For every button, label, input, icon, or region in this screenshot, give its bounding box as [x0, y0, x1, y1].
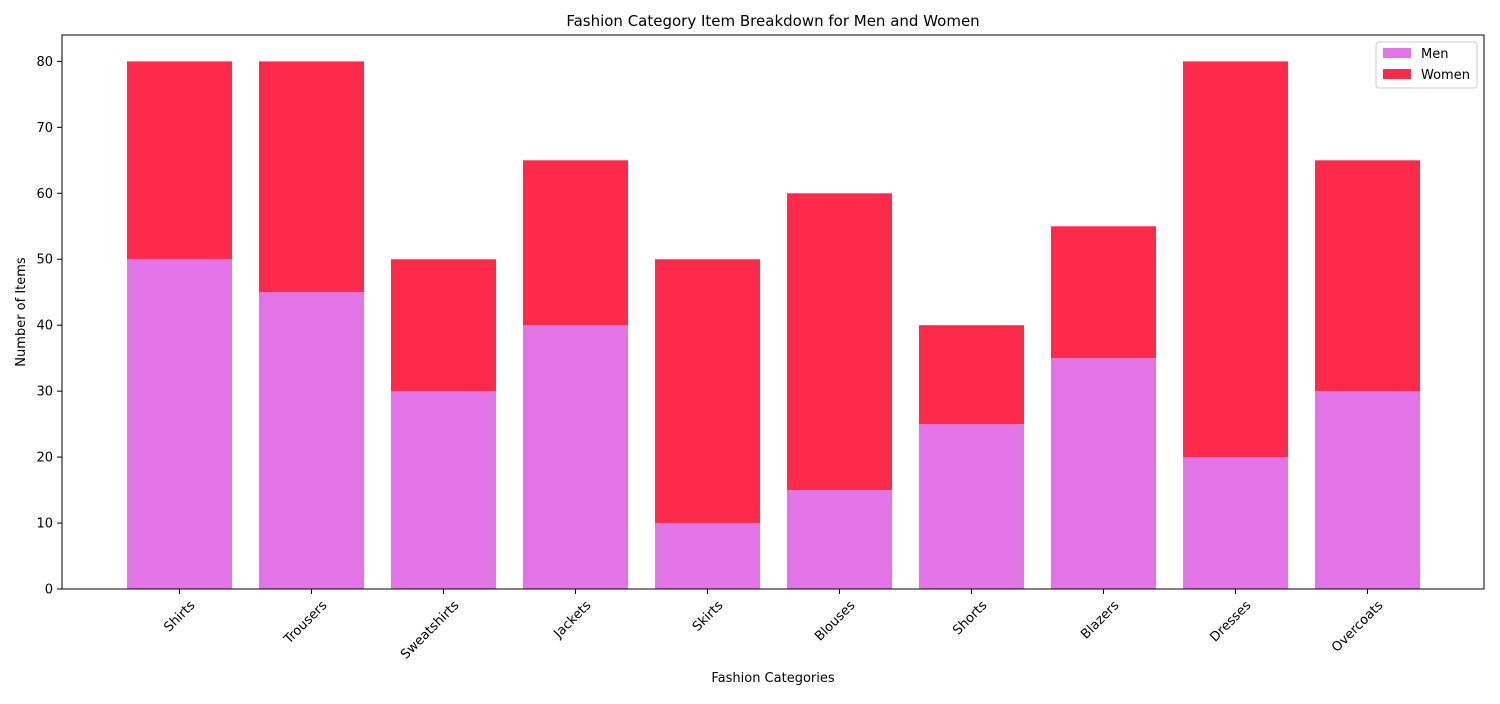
bar-men-dresses: [1183, 457, 1288, 589]
y-tick-label: 10: [36, 517, 53, 532]
legend-label-men: Men: [1421, 47, 1448, 62]
x-tick-label-shirts: Shirts: [161, 598, 198, 635]
x-axis-label: Fashion Categories: [711, 671, 834, 686]
y-tick-label: 30: [36, 385, 53, 400]
x-tick-label-blouses: Blouses: [812, 598, 858, 644]
bar-men-trousers: [259, 292, 364, 589]
bar-women-trousers: [259, 61, 364, 293]
legend-swatch-men: [1383, 48, 1411, 58]
bars-layer: [127, 61, 1420, 589]
bar-men-overcoats: [1315, 391, 1420, 589]
y-tick-label: 50: [36, 253, 53, 268]
bar-women-blouses: [787, 193, 892, 491]
bar-women-dresses: [1183, 61, 1288, 458]
x-ticks: Shirts Trousers Sweatshirts Jackets Skirts Bl…: [161, 589, 1386, 662]
bar-men-blouses: [787, 490, 892, 589]
x-tick-label-overcoats: Overcoats: [1329, 598, 1386, 655]
legend-label-women: Women: [1421, 68, 1470, 83]
y-tick-label: 70: [36, 121, 53, 136]
bar-men-blazers: [1051, 358, 1156, 589]
y-ticks: 0 10 20 30 40 50 60 70 80: [36, 55, 62, 598]
bar-women-jackets: [523, 160, 628, 326]
chart-title: Fashion Category Item Breakdown for Men …: [566, 12, 979, 30]
y-tick-label: 20: [36, 451, 53, 466]
bar-women-skirts: [655, 259, 760, 524]
plot-frame: [61, 34, 1485, 590]
x-tick-label-sweatshirts: Sweatshirts: [398, 598, 462, 662]
bar-women-shorts: [919, 325, 1024, 425]
bar-men-shorts: [919, 424, 1024, 589]
bar-men-sweatshirts: [391, 391, 496, 589]
x-tick-label-blazers: Blazers: [1078, 598, 1122, 642]
legend: Men Women: [1375, 41, 1478, 89]
y-tick-label: 60: [36, 187, 53, 202]
bar-men-jackets: [523, 325, 628, 589]
y-tick-label: 0: [45, 583, 53, 598]
legend-swatch-women: [1383, 69, 1411, 79]
x-tick-label-skirts: Skirts: [690, 598, 727, 635]
bar-women-sweatshirts: [391, 259, 496, 392]
x-tick-label-jackets: Jackets: [551, 598, 595, 642]
bar-women-overcoats: [1315, 160, 1420, 392]
bar-women-shirts: [127, 61, 232, 260]
bar-men-skirts: [655, 523, 760, 589]
y-axis-label: Number of Items: [14, 257, 29, 367]
x-tick-label-dresses: Dresses: [1207, 598, 1254, 645]
x-tick-label-shorts: Shorts: [950, 598, 990, 638]
x-tick-label-trousers: Trousers: [281, 598, 331, 648]
bar-men-shirts: [127, 259, 232, 589]
y-tick-label: 40: [36, 319, 53, 334]
bar-women-blazers: [1051, 226, 1156, 359]
y-tick-label: 80: [36, 55, 53, 70]
